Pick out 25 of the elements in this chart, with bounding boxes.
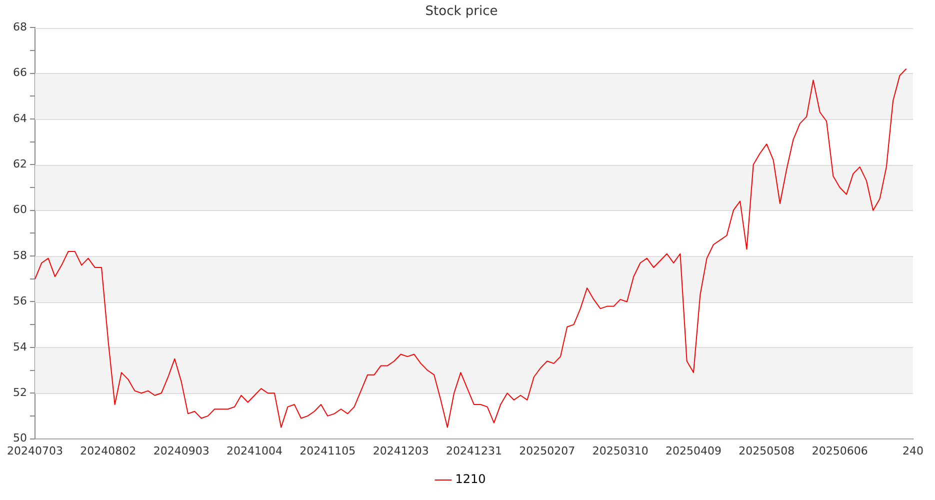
y-tick-label: 50	[12, 432, 27, 445]
x-tick-label: 20240802	[80, 444, 136, 458]
x-tick-label: 20241004	[226, 444, 282, 458]
y-tick-label: 60	[12, 203, 27, 216]
legend-label: 1210	[455, 472, 486, 486]
x-tick-label: 20241203	[372, 444, 429, 458]
x-tick-label: 20241105	[300, 444, 356, 458]
y-tick-label: 66	[12, 66, 27, 80]
x-tick-label: 20250606	[812, 444, 868, 458]
x-tick-label: 20240903	[153, 444, 210, 458]
y-tick-label: 64	[12, 112, 27, 125]
y-tick-label: 52	[12, 386, 27, 399]
x-tick-label: 20250409	[666, 444, 722, 458]
y-tick-label: 68	[12, 20, 27, 34]
x-tick-label: 20250310	[592, 444, 648, 458]
x-tick-label: 20240703	[6, 444, 63, 458]
x-tick-label: 20241231	[446, 444, 502, 458]
x-tick-label: 240	[902, 444, 924, 458]
y-tick-label: 56	[12, 294, 27, 308]
chart-title: Stock price	[425, 4, 498, 20]
x-tick-label: 20250207	[519, 444, 576, 458]
y-tick-label: 58	[12, 248, 27, 262]
x-tick-label: 20250508	[738, 444, 795, 458]
y-tick-label: 62	[12, 158, 27, 171]
y-tick-label: 54	[12, 340, 27, 354]
